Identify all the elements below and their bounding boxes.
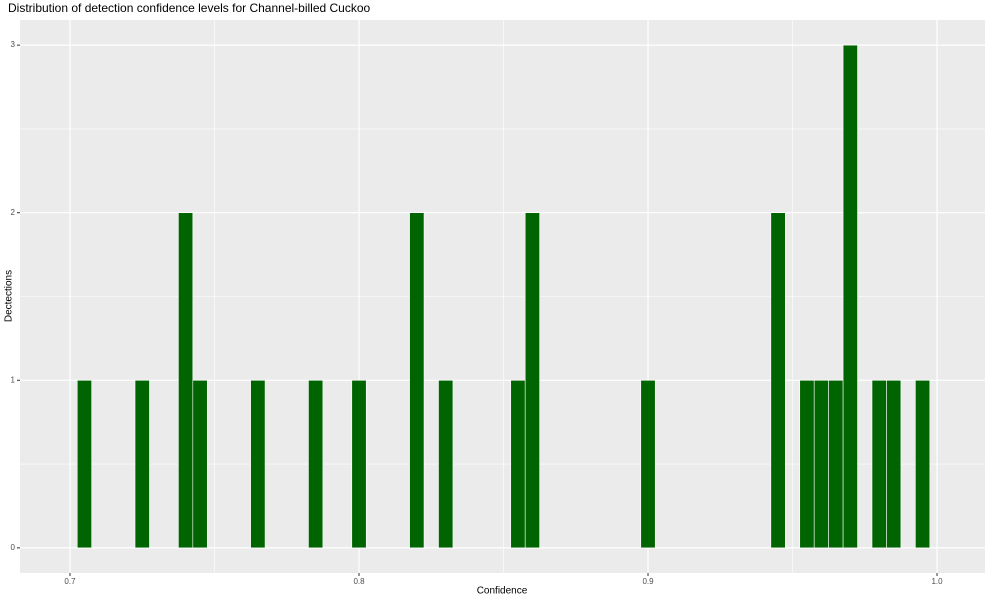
- histogram-bar: [192, 379, 208, 549]
- x-axis-label: Confidence: [477, 586, 528, 597]
- histogram-bar: [871, 379, 887, 549]
- histogram-bar: [76, 379, 92, 549]
- y-tick-label: 0: [11, 543, 16, 552]
- histogram-bar: [770, 212, 786, 549]
- histogram-bar: [524, 212, 540, 549]
- x-tick-label: 0.8: [353, 577, 365, 586]
- histogram-bar: [438, 379, 454, 549]
- histogram-bar: [250, 379, 266, 549]
- histogram-bar: [351, 379, 367, 549]
- histogram-bar: [409, 212, 425, 549]
- x-tick-label: 0.7: [64, 577, 76, 586]
- histogram-bar: [828, 379, 844, 549]
- chart-title: Distribution of detection confidence lev…: [8, 1, 371, 15]
- y-tick-label: 2: [11, 208, 16, 217]
- x-tick-label: 0.9: [642, 577, 654, 586]
- histogram-bar: [842, 44, 858, 549]
- histogram-bar: [915, 379, 931, 549]
- histogram-bar: [799, 379, 815, 549]
- histogram-bar: [886, 379, 902, 549]
- y-tick-label: 3: [11, 40, 16, 49]
- histogram-bar: [308, 379, 324, 549]
- histogram-bar: [510, 379, 526, 549]
- histogram-bar: [178, 212, 194, 549]
- y-axis-label: Dectections: [4, 270, 15, 322]
- x-tick-label: 1.0: [931, 577, 943, 586]
- histogram-bar: [134, 379, 150, 549]
- histogram-bar: [640, 379, 656, 549]
- y-tick-label: 1: [11, 375, 16, 384]
- histogram-bar: [813, 379, 829, 549]
